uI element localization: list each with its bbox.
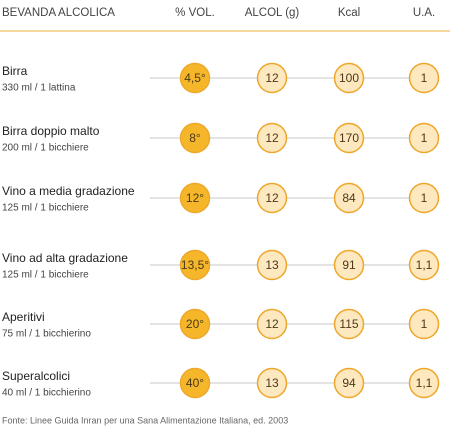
row-portion: 200 ml / 1 bicchiere (2, 143, 89, 154)
row-name: Superalcolici (2, 369, 70, 383)
row-portion: 40 ml / 1 bicchierino (2, 388, 91, 399)
cell-value: 94 (342, 376, 356, 390)
cell-value: 12 (265, 317, 279, 331)
cell-value: 1 (421, 71, 428, 85)
value-badge (333, 308, 365, 340)
value-badge (256, 182, 288, 214)
footer-source: Fonte: Linee Guida Inran per una Sana Al… (2, 415, 288, 425)
cell-value: 1,1 (416, 258, 433, 272)
cell-value: 12° (186, 191, 204, 205)
row-name: Aperitivi (2, 310, 45, 324)
value-badge (408, 308, 440, 340)
cell-value: 12 (265, 131, 279, 145)
column-header: ALCOL (g) (245, 7, 300, 19)
value-badge (333, 367, 365, 399)
value-badge (333, 249, 365, 281)
vol-badge (179, 182, 211, 214)
row-portion: 125 ml / 1 bicchiere (2, 270, 89, 281)
cell-value: 40° (186, 376, 204, 390)
row-name: Birra doppio malto (2, 124, 100, 138)
cell-value: 100 (339, 71, 359, 85)
cell-value: 12 (265, 191, 279, 205)
value-badge (333, 62, 365, 94)
cell-value: 4,5° (184, 71, 206, 85)
cell-value: 1 (421, 191, 428, 205)
value-badge (256, 308, 288, 340)
cell-value: 13 (265, 376, 279, 390)
cell-value: 84 (342, 191, 356, 205)
cell-value: 1 (421, 317, 428, 331)
cell-value: 12 (265, 71, 279, 85)
value-badge (256, 122, 288, 154)
row-portion: 125 ml / 1 bicchiere (2, 203, 89, 214)
column-header: U.A. (413, 7, 435, 19)
value-badge (333, 122, 365, 154)
row-portion: 330 ml / 1 lattina (2, 83, 76, 94)
value-badge (408, 249, 440, 281)
value-badge (408, 62, 440, 94)
vol-badge (179, 308, 211, 340)
cell-value: 115 (339, 317, 358, 331)
column-header: % VOL. (175, 7, 215, 19)
value-badge (408, 182, 440, 214)
cell-value: 91 (342, 258, 356, 272)
vol-badge (179, 249, 211, 281)
row-name: Birra (2, 64, 28, 78)
column-header: Kcal (338, 7, 360, 19)
vol-badge (179, 367, 211, 399)
column-header: BEVANDA ALCOLICA (2, 7, 115, 19)
value-badge (408, 367, 440, 399)
row-name: Vino a media gradazione (2, 184, 135, 198)
row-name: Vino ad alta gradazione (2, 251, 128, 265)
value-badge (256, 62, 288, 94)
value-badge (333, 182, 365, 214)
cell-value: 170 (339, 131, 359, 145)
cell-value: 8° (189, 131, 201, 145)
cell-value: 1,1 (416, 376, 433, 390)
cell-value: 13 (265, 258, 279, 272)
value-badge (256, 249, 288, 281)
row-portion: 75 ml / 1 bicchierino (2, 329, 91, 340)
vol-badge (179, 62, 211, 94)
cell-value: 20° (186, 317, 204, 331)
value-badge (256, 367, 288, 399)
value-badge (408, 122, 440, 154)
vol-badge (179, 122, 211, 154)
cell-value: 13,5° (181, 258, 209, 272)
cell-value: 1 (421, 131, 428, 145)
